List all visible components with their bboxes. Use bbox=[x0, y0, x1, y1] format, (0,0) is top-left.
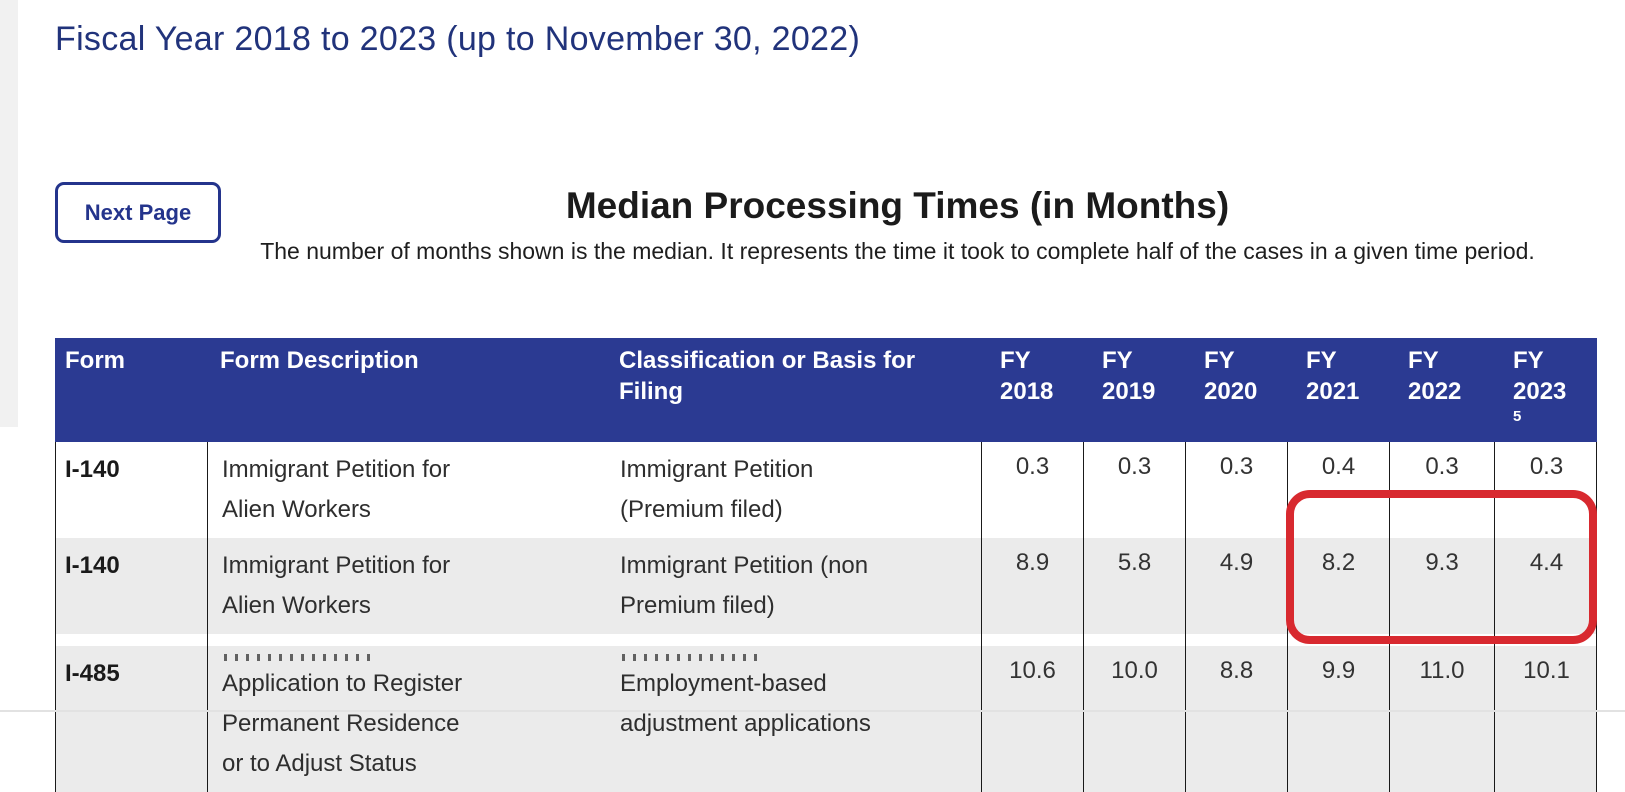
value-cell-fy2020: 8.8 bbox=[1185, 646, 1287, 792]
value-cell-fy2021: 8.2 bbox=[1287, 538, 1389, 634]
value-cell-fy2023: 10.1 bbox=[1494, 646, 1598, 792]
description-cell: Immigrant Petition for Alien Workers bbox=[207, 442, 602, 538]
heading-block: Median Processing Times (in Months) The … bbox=[180, 184, 1615, 270]
col-header-fy2019: FY 2019 bbox=[1102, 347, 1156, 405]
processing-times-table: Form Form Description Classification or … bbox=[55, 338, 1597, 792]
value-cell-fy2023: 0.3 bbox=[1494, 442, 1598, 538]
table-row: I-140 Immigrant Petition for Alien Worke… bbox=[55, 442, 1597, 538]
next-page-button[interactable]: Next Page bbox=[55, 182, 221, 243]
col-header-fy2021: FY 2021 bbox=[1306, 347, 1360, 405]
form-cell: I-485 bbox=[65, 660, 120, 687]
description-cell: Application to Register Permanent Reside… bbox=[207, 646, 602, 792]
description-cell: Immigrant Petition for Alien Workers bbox=[207, 538, 602, 634]
page-title: Fiscal Year 2018 to 2023 (up to November… bbox=[55, 20, 861, 58]
value-cell-fy2022: 0.3 bbox=[1389, 442, 1494, 538]
table-subtitle: The number of months shown is the median… bbox=[260, 238, 1535, 264]
table-row: I-485 Application to Register Permanent … bbox=[55, 646, 1597, 792]
value-cell-fy2018: 8.9 bbox=[981, 538, 1083, 634]
classification-cell: Employment-based adjustment applications bbox=[602, 646, 981, 792]
col-header-classification: Classification or Basis for Filing bbox=[619, 347, 916, 405]
page-bottom-divider bbox=[0, 710, 1625, 712]
value-cell-fy2019: 5.8 bbox=[1083, 538, 1185, 634]
table-heading: Median Processing Times (in Months) bbox=[565, 185, 1230, 226]
value-cell-fy2019: 10.0 bbox=[1083, 646, 1185, 792]
table-row: I-140 Immigrant Petition for Alien Worke… bbox=[55, 538, 1597, 634]
clipped-text-artifact bbox=[224, 654, 372, 661]
value-cell-fy2022: 11.0 bbox=[1389, 646, 1494, 792]
value-cell-fy2021: 0.4 bbox=[1287, 442, 1389, 538]
col-header-form: Form bbox=[65, 347, 125, 374]
classification-cell: Immigrant Petition (Premium filed) bbox=[620, 456, 814, 523]
row-separator bbox=[55, 634, 1597, 646]
table-header-row: Form Form Description Classification or … bbox=[55, 338, 1597, 442]
value-cell-fy2019: 0.3 bbox=[1083, 442, 1185, 538]
classification-cell: Immigrant Petition (non Premium filed) bbox=[620, 552, 869, 619]
form-cell: I-140 bbox=[65, 552, 120, 579]
value-cell-fy2020: 0.3 bbox=[1185, 442, 1287, 538]
value-cell-fy2022: 9.3 bbox=[1389, 538, 1494, 634]
footnote-marker: 5 bbox=[1513, 408, 1522, 425]
clipped-text-artifact bbox=[622, 654, 760, 661]
col-header-fy2018: FY 2018 bbox=[1000, 347, 1054, 405]
col-header-fy2023: FY 2023 5 bbox=[1513, 347, 1567, 425]
value-cell-fy2021: 9.9 bbox=[1287, 646, 1389, 792]
value-cell-fy2020: 4.9 bbox=[1185, 538, 1287, 634]
value-cell-fy2018: 10.6 bbox=[981, 646, 1083, 792]
col-header-fy2020: FY 2020 bbox=[1204, 347, 1258, 405]
col-header-fy2022: FY 2022 bbox=[1408, 347, 1462, 405]
value-cell-fy2023: 4.4 bbox=[1494, 538, 1598, 634]
col-header-form-description: Form Description bbox=[220, 347, 419, 374]
value-cell-fy2018: 0.3 bbox=[981, 442, 1083, 538]
form-cell: I-140 bbox=[65, 456, 120, 483]
page-left-gutter bbox=[0, 0, 18, 427]
